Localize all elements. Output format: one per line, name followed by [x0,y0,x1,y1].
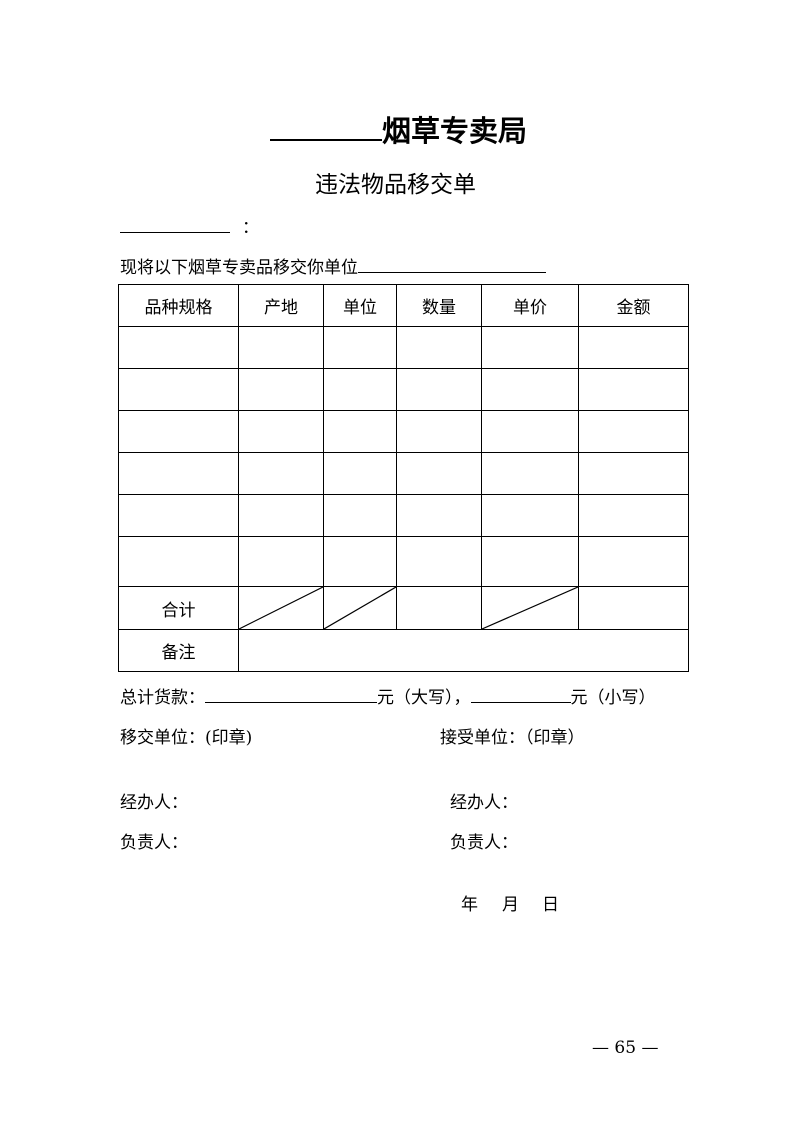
table-cell[interactable] [323,494,397,537]
column-header: 金额 [578,284,689,327]
table-row [118,368,689,411]
total-row: 合计 [118,586,689,630]
amount-label: 总计货款： [120,688,205,708]
lower-amount-blank [470,684,571,703]
table-cell[interactable] [238,536,324,587]
date-day: 日 [542,895,559,915]
table-cell[interactable] [118,368,239,411]
table-cell[interactable] [481,452,579,495]
table-cell[interactable] [578,536,689,587]
table-cell[interactable] [396,452,482,495]
table-cell[interactable] [323,368,397,411]
table-row [118,536,689,587]
diagonal-line [239,587,323,629]
recipient-blank [358,254,546,273]
table-cell[interactable] [118,536,239,587]
table-cell[interactable] [481,410,579,453]
table-cell[interactable] [578,452,689,495]
notes-label: 备注 [118,629,239,672]
document-title: 烟草专卖局 [270,108,527,150]
table-cell[interactable] [578,326,689,369]
table-row [118,452,689,495]
total-cell-crossed [323,586,397,630]
addressee-blank [120,216,230,233]
table-cell[interactable] [396,536,482,587]
colon: ： [242,218,259,238]
total-cell-crossed [481,586,579,630]
table-row [118,410,689,453]
total-cell-crossed [238,586,324,630]
table-cell[interactable] [238,368,324,411]
left-responsible: 负责人： [120,833,188,853]
date-year: 年 [461,895,478,915]
page-number: — 65 — [592,1038,659,1058]
right-responsible: 负责人： [450,833,518,853]
table-cell[interactable] [396,326,482,369]
left-handler: 经办人： [120,793,188,813]
table-cell[interactable] [481,536,579,587]
table-cell[interactable] [396,494,482,537]
notes-field[interactable] [238,629,689,672]
table-cell[interactable] [323,452,397,495]
column-header: 数量 [396,284,482,327]
lower-suffix: 元（小写） [570,688,656,708]
table-row [118,326,689,369]
table-cell[interactable] [578,494,689,537]
column-header: 产地 [238,284,324,327]
table-cell[interactable] [578,368,689,411]
total-amount-line: 总计货款： 元（大写）， 元（小写） [120,683,656,708]
table-cell[interactable] [118,410,239,453]
table-cell[interactable] [481,368,579,411]
table-cell[interactable] [396,368,482,411]
items-table: 品种规格 产地 单位 数量 单价 金额 合计 备注 [118,284,689,672]
total-cell[interactable] [578,586,689,630]
column-header: 单价 [481,284,579,327]
table-cell[interactable] [578,410,689,453]
total-label: 合计 [118,586,239,630]
bureau-name-blank [270,113,382,141]
table-cell[interactable] [481,494,579,537]
column-header: 品种规格 [118,284,239,327]
table-cell[interactable] [323,536,397,587]
table-cell[interactable] [118,494,239,537]
transfer-seal: 移交单位：(印章) [120,728,253,748]
table-cell[interactable] [238,452,324,495]
table-cell[interactable] [118,326,239,369]
date-month: 月 [502,895,519,915]
intro-text: 现将以下烟草专卖品移交你单位 [120,258,358,278]
table-cell[interactable] [118,452,239,495]
table-header-row: 品种规格 产地 单位 数量 单价 金额 [118,284,689,327]
diagonal-line [482,587,578,629]
notes-row: 备注 [118,629,689,672]
table-cell[interactable] [323,326,397,369]
receive-seal: 接受单位：（印章） [440,728,585,748]
table-row [118,494,689,537]
table-cell[interactable] [396,410,482,453]
right-handler: 经办人： [450,793,518,813]
table-cell[interactable] [238,494,324,537]
table-cell[interactable] [238,326,324,369]
upper-suffix: 元（大写）， [377,688,471,708]
table-cell[interactable] [481,326,579,369]
intro-line: 现将以下烟草专卖品移交你单位 [120,253,546,278]
diagonal-line [324,587,396,629]
table-cell[interactable] [323,410,397,453]
table-cell[interactable] [238,410,324,453]
upper-amount-blank [205,684,377,703]
column-header: 单位 [323,284,397,327]
document-subtitle: 违法物品移交单 [315,172,476,198]
addressee-line: ： [120,213,259,238]
total-cell[interactable] [396,586,482,630]
title-text: 烟草专卖局 [382,114,528,148]
